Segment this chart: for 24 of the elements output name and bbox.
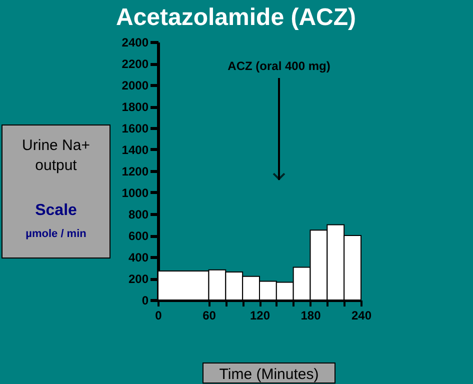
chart-title: Acetazolamide (ACZ) [116,4,356,31]
text: µmole / min [26,228,87,240]
x-tick-label: 120 [250,308,270,322]
y-axis-title: Urine Na+ output [22,137,90,174]
y-tick-label: 1200 [122,164,149,178]
y-tick-label: 1000 [122,186,149,200]
y-tick-label: 1800 [122,100,149,114]
text: Scale [35,202,78,219]
x-tick-label: 180 [300,308,322,322]
x-tick-label: 60 [202,308,216,322]
y-tick-label: 1400 [122,143,149,157]
y-tick-label: 2000 [122,78,149,92]
y-tick-label: 2200 [122,57,149,71]
y-tick-label: 800 [128,208,149,222]
x-axis-title: Time (Minutes) [219,366,319,383]
y-tick-label: 600 [128,229,149,243]
x-tick-label: 0 [155,308,162,322]
y-tick-label: 400 [128,250,149,264]
y-tick-label: 0 [142,294,149,308]
y-tick-label: 1600 [122,122,149,136]
annotation: ACZ (oral 400 mg) [228,59,330,73]
y-tick-label: 2400 [122,36,149,50]
y-tick-label: 200 [128,272,149,286]
x-tick-label: 240 [351,308,372,322]
